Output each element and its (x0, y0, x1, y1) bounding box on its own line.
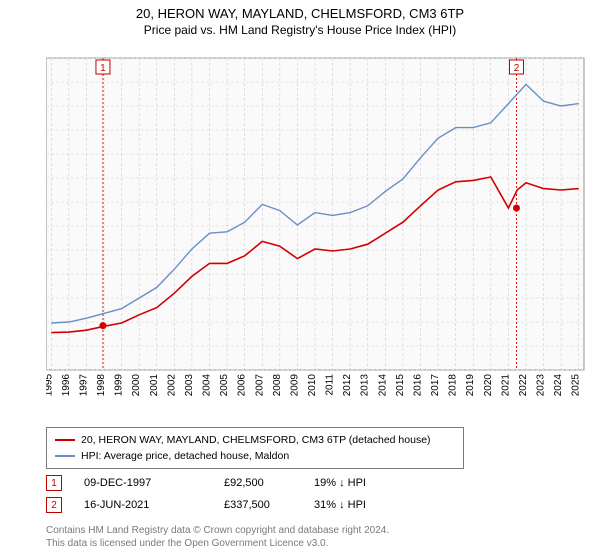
svg-text:2015: 2015 (395, 374, 406, 397)
legend-label: HPI: Average price, detached house, Mald… (81, 450, 289, 462)
svg-text:2018: 2018 (448, 374, 459, 397)
svg-text:2006: 2006 (237, 374, 248, 397)
svg-text:1998: 1998 (96, 374, 107, 397)
svg-text:2012: 2012 (342, 374, 353, 397)
svg-text:2009: 2009 (289, 374, 300, 397)
footer-line2: This data is licensed under the Open Gov… (46, 537, 389, 550)
svg-text:2023: 2023 (536, 374, 547, 397)
sale-price: £92,500 (224, 477, 314, 489)
svg-text:2007: 2007 (254, 374, 265, 397)
legend: 20, HERON WAY, MAYLAND, CHELMSFORD, CM3 … (46, 427, 464, 469)
svg-text:2003: 2003 (184, 374, 195, 397)
svg-text:2005: 2005 (219, 374, 230, 397)
sale-price: £337,500 (224, 499, 314, 511)
svg-text:2013: 2013 (360, 374, 371, 397)
svg-text:2001: 2001 (149, 374, 160, 397)
svg-text:2008: 2008 (272, 374, 283, 397)
svg-text:1996: 1996 (61, 374, 72, 397)
svg-text:2010: 2010 (307, 374, 318, 397)
legend-swatch (55, 439, 75, 441)
svg-text:1: 1 (100, 63, 106, 74)
svg-text:2024: 2024 (553, 374, 564, 397)
svg-text:1999: 1999 (114, 374, 125, 397)
sale-hpi-diff: 31% ↓ HPI (314, 499, 394, 511)
legend-row: HPI: Average price, detached house, Mald… (55, 448, 455, 464)
svg-text:2019: 2019 (465, 374, 476, 397)
chart-title: 20, HERON WAY, MAYLAND, CHELMSFORD, CM3 … (0, 6, 600, 21)
footer-line1: Contains HM Land Registry data © Crown c… (46, 524, 389, 537)
sale-marker-number: 1 (46, 475, 62, 491)
chart-subtitle: Price paid vs. HM Land Registry's House … (0, 23, 600, 37)
sales-table: 1 09-DEC-1997£92,50019% ↓ HPI 2 16-JUN-2021… (46, 472, 394, 516)
sale-date: 16-JUN-2021 (84, 499, 224, 511)
price-chart: £0£50K£100K£150K£200K£250K£300K£350K£400… (46, 48, 586, 408)
svg-text:2020: 2020 (483, 374, 494, 397)
svg-text:2014: 2014 (377, 374, 388, 397)
sale-row: 1 09-DEC-1997£92,50019% ↓ HPI (46, 472, 394, 494)
svg-text:1997: 1997 (78, 374, 89, 397)
svg-text:2022: 2022 (518, 374, 529, 397)
legend-swatch (55, 455, 75, 457)
svg-text:2004: 2004 (202, 374, 213, 397)
legend-label: 20, HERON WAY, MAYLAND, CHELMSFORD, CM3 … (81, 434, 431, 446)
svg-text:2017: 2017 (430, 374, 441, 397)
sale-row: 2 16-JUN-2021£337,50031% ↓ HPI (46, 494, 394, 516)
svg-text:2: 2 (514, 63, 520, 74)
sale-hpi-diff: 19% ↓ HPI (314, 477, 394, 489)
svg-text:2016: 2016 (412, 374, 423, 397)
sale-marker-number: 2 (46, 497, 62, 513)
svg-text:2021: 2021 (500, 374, 511, 397)
svg-text:2011: 2011 (325, 374, 336, 396)
svg-text:2000: 2000 (131, 374, 142, 397)
sale-date: 09-DEC-1997 (84, 477, 224, 489)
svg-text:1995: 1995 (46, 374, 54, 397)
svg-text:2025: 2025 (571, 374, 582, 397)
svg-text:2002: 2002 (166, 374, 177, 397)
footer-attribution: Contains HM Land Registry data © Crown c… (46, 524, 389, 550)
legend-row: 20, HERON WAY, MAYLAND, CHELMSFORD, CM3 … (55, 432, 455, 448)
